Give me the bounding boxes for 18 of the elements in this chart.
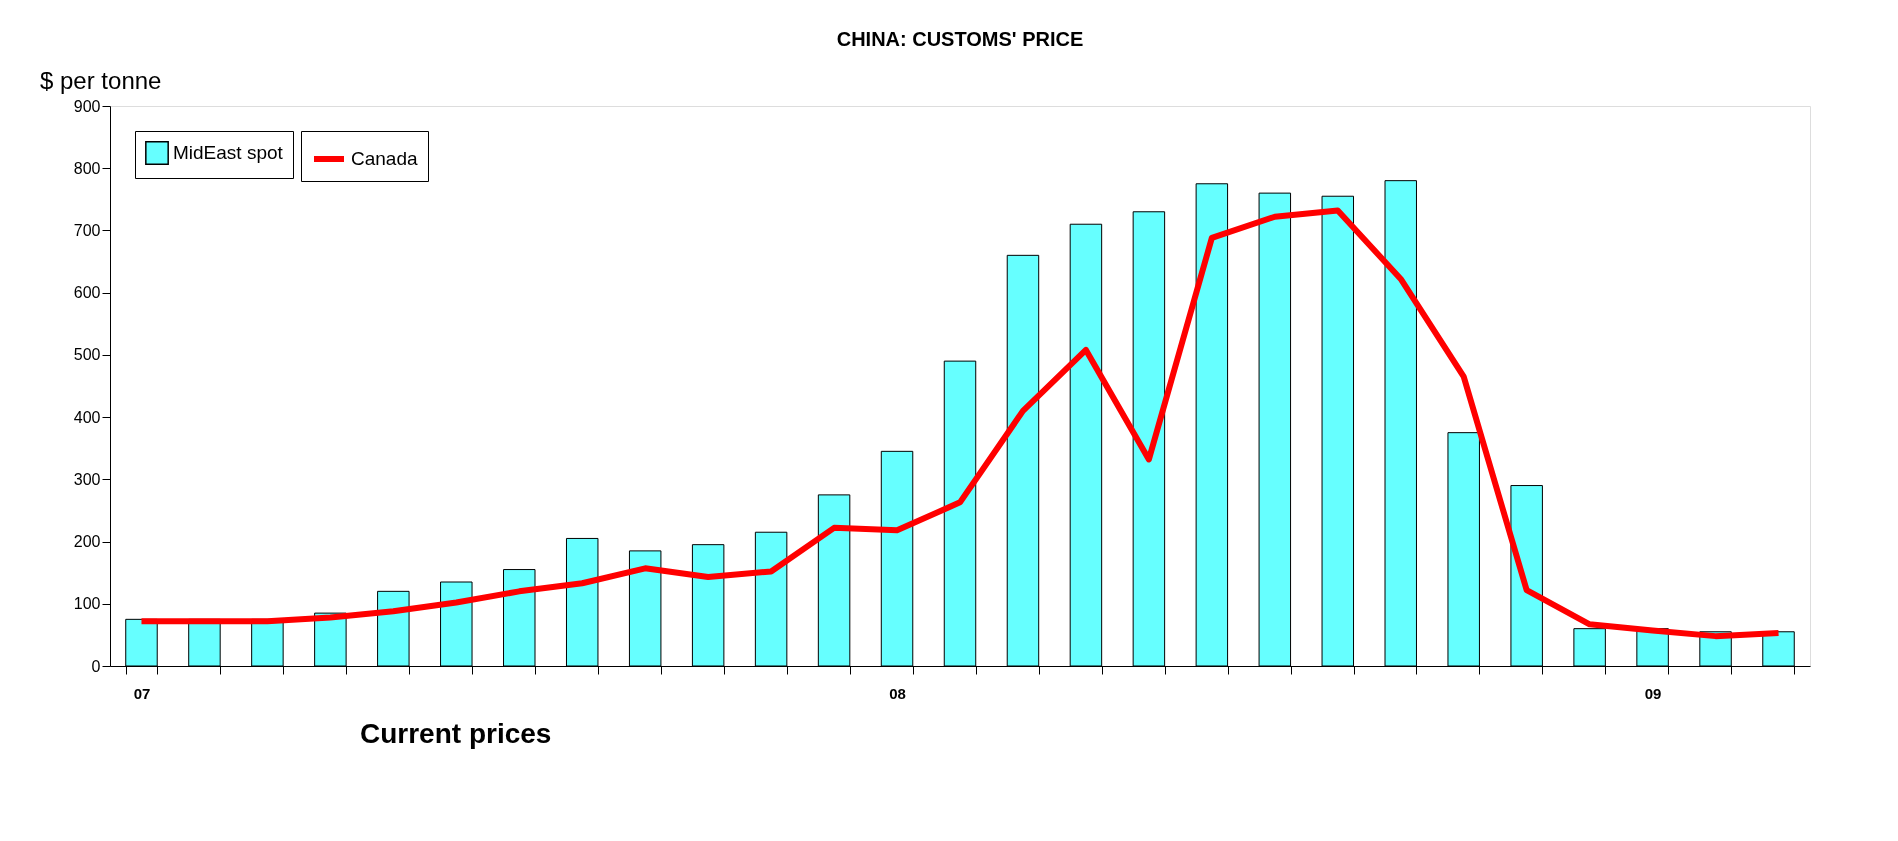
- y-axis-title: $ per tonne: [40, 67, 162, 94]
- x-tick-label: 09: [1644, 684, 1662, 702]
- y-tick-label: 100: [73, 595, 101, 613]
- x-tick-label: 07: [133, 684, 151, 702]
- y-tick-label: 800: [73, 159, 101, 177]
- y-tick-label: 0: [91, 657, 101, 675]
- y-tick-label: 900: [73, 97, 101, 115]
- y-tick-label: 200: [73, 533, 101, 551]
- text: Current prices: [360, 718, 552, 749]
- x-tick-label: 08: [889, 684, 906, 702]
- y-tick-label: 600: [73, 284, 101, 302]
- y-tick-label: 300: [73, 470, 101, 488]
- y-tick-label: 700: [73, 221, 101, 239]
- legend-label: Canada: [351, 148, 418, 169]
- chart-title: CHINA: CUSTOMS' PRICE: [836, 28, 1084, 50]
- y-tick-label: 400: [73, 408, 101, 426]
- legend-label: MidEast spot: [173, 142, 284, 163]
- y-tick-label: 500: [73, 346, 101, 364]
